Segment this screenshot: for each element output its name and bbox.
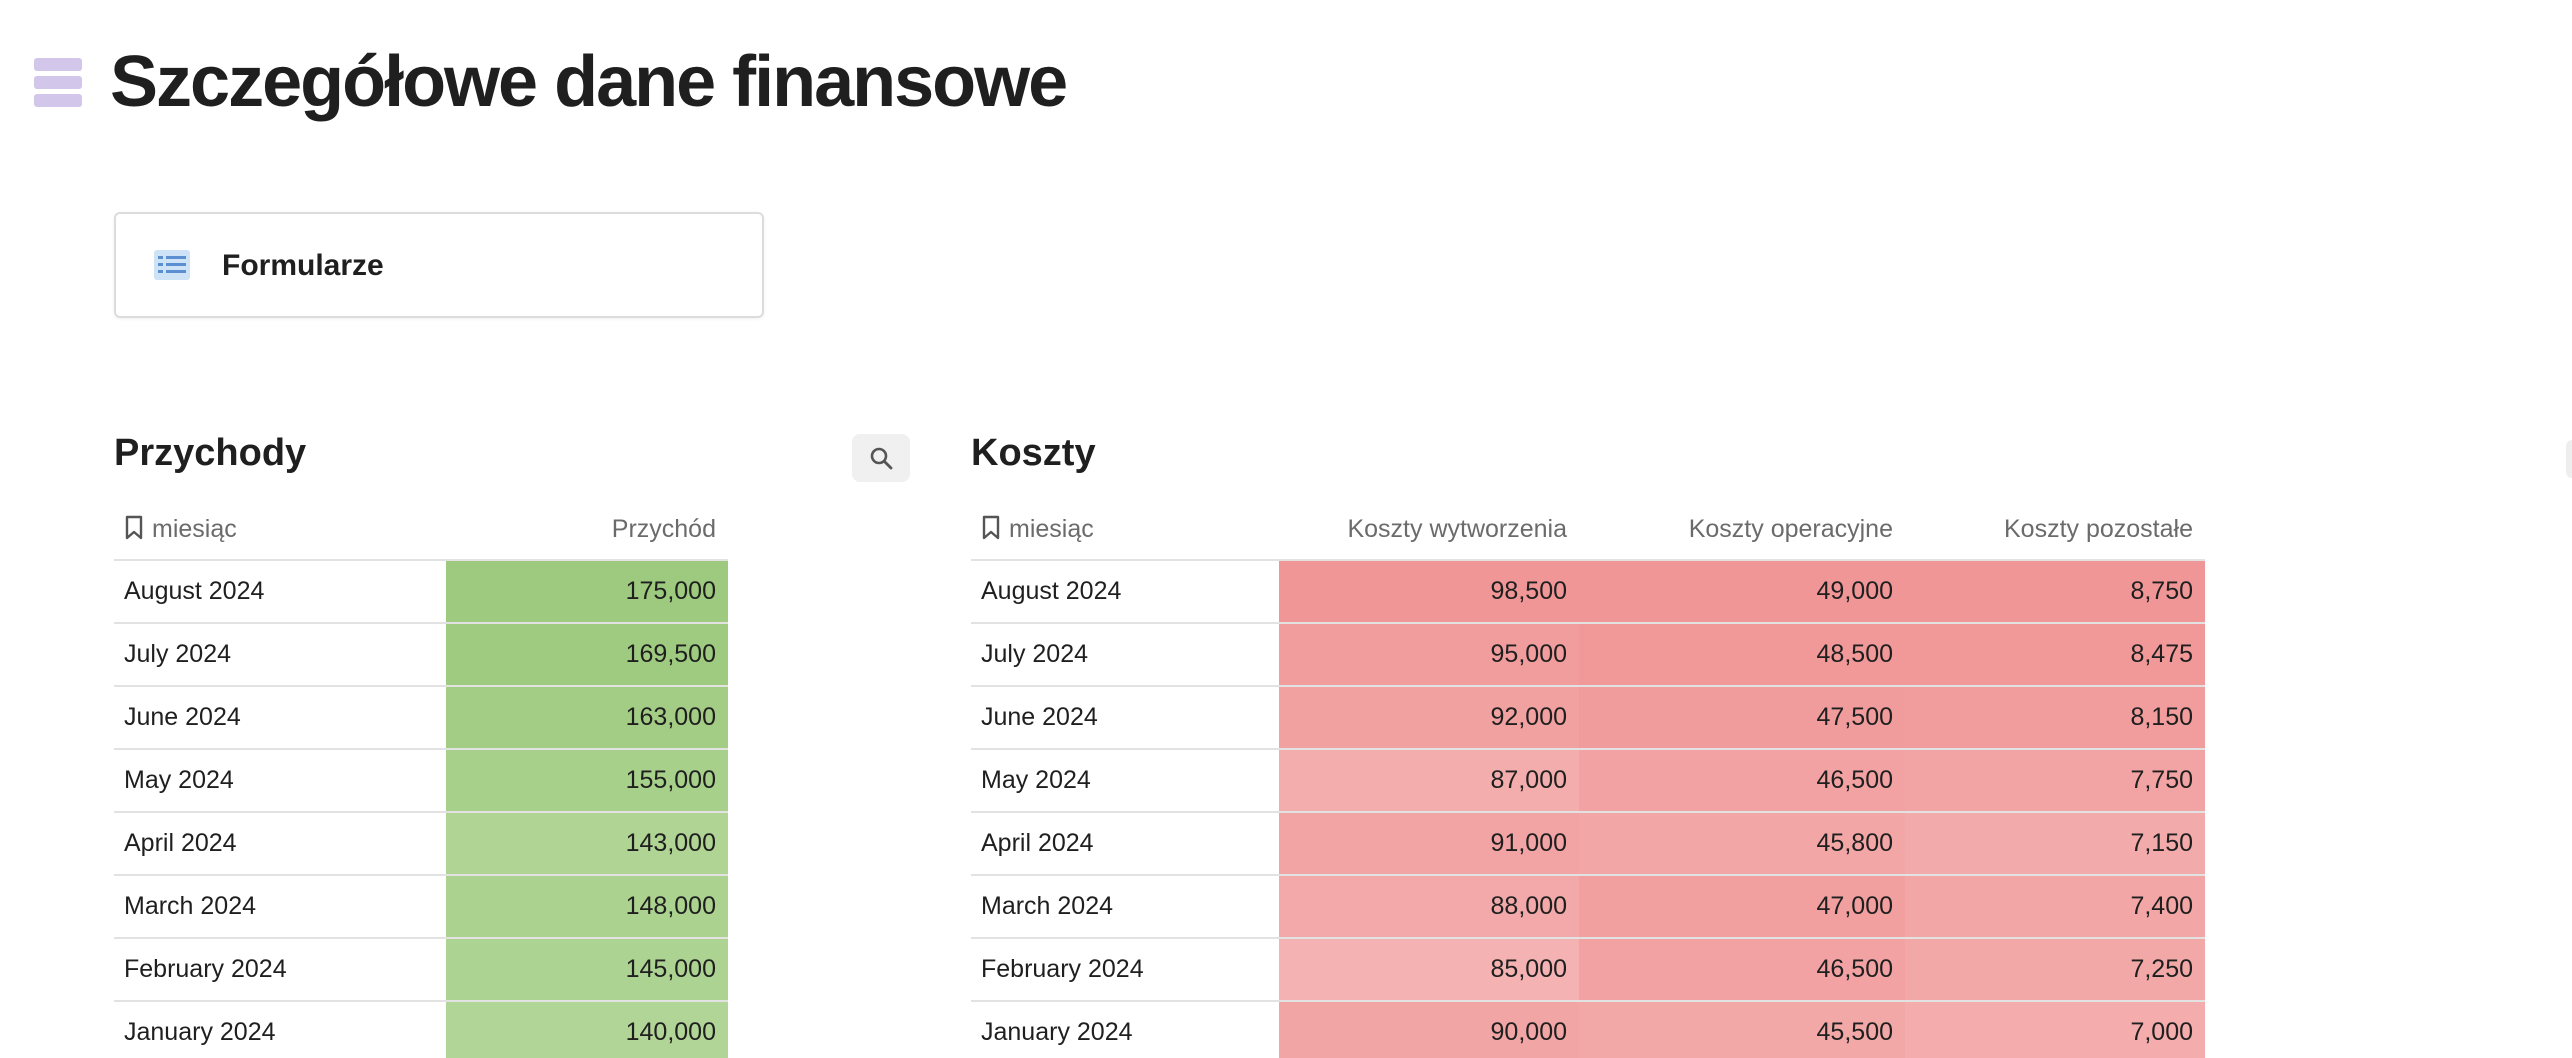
value-cell: 90,000 — [1279, 1001, 1579, 1058]
value-cell: 7,400 — [1905, 875, 2205, 939]
table-row[interactable]: June 2024 163,000 — [114, 686, 728, 750]
month-cell: June 2024 — [114, 686, 446, 750]
table-row[interactable]: June 2024 92,000 47,500 8,150 — [971, 686, 2205, 750]
side-panel-handle[interactable] — [2566, 440, 2572, 478]
value-cell: 155,000 — [446, 749, 728, 813]
value-cell: 175,000 — [446, 560, 728, 624]
value-cell: 48,500 — [1579, 623, 1905, 687]
value-cell: 148,000 — [446, 875, 728, 939]
table-row[interactable]: May 2024 87,000 46,500 7,750 — [971, 749, 2205, 813]
search-button[interactable] — [852, 434, 910, 482]
page-title: Szczegółowe dane finansowe — [110, 42, 1068, 122]
table-header-row: miesiąc Przychód — [114, 500, 728, 561]
costs-table: miesiąc Koszty wytworzenia Koszty operacyj… — [971, 500, 2205, 1058]
table-row[interactable]: February 2024 85,000 46,500 7,250 — [971, 938, 2205, 1002]
revenue-table: miesiąc Przychód August 2024 175,000 July 2… — [114, 500, 728, 1058]
table-row[interactable]: August 2024 175,000 — [114, 560, 728, 624]
formularze-link-card[interactable]: Formularze — [114, 212, 764, 318]
value-cell: 7,750 — [1905, 749, 2205, 813]
table-row[interactable]: April 2024 91,000 45,800 7,150 — [971, 812, 2205, 876]
table-row[interactable]: July 2024 95,000 48,500 8,475 — [971, 623, 2205, 687]
value-cell: 47,500 — [1579, 686, 1905, 750]
month-cell: August 2024 — [114, 560, 446, 624]
value-cell: 95,000 — [1279, 623, 1579, 687]
column-header-koszty-operacyjne[interactable]: Koszty operacyjne — [1579, 500, 1905, 561]
table-row[interactable]: April 2024 143,000 — [114, 812, 728, 876]
column-header-koszty-pozostale[interactable]: Koszty pozostałe — [1905, 500, 2205, 561]
month-cell: April 2024 — [971, 812, 1279, 876]
column-header-label: miesiąc — [1009, 515, 1094, 543]
month-cell: February 2024 — [114, 938, 446, 1002]
table-row[interactable]: March 2024 88,000 47,000 7,400 — [971, 875, 2205, 939]
form-icon — [154, 250, 190, 280]
column-header-label: Koszty operacyjne — [1688, 515, 1893, 543]
value-cell: 47,000 — [1579, 875, 1905, 939]
month-cell: March 2024 — [971, 875, 1279, 939]
value-cell: 145,000 — [446, 938, 728, 1002]
value-cell: 169,500 — [446, 623, 728, 687]
column-header-koszty-wytworzenia[interactable]: Koszty wytworzenia — [1279, 500, 1579, 561]
table-row[interactable]: March 2024 148,000 — [114, 875, 728, 939]
month-cell: August 2024 — [971, 560, 1279, 624]
value-cell: 88,000 — [1279, 875, 1579, 939]
value-cell: 7,250 — [1905, 938, 2205, 1002]
column-header-miesiac[interactable]: miesiąc — [971, 500, 1279, 561]
value-cell: 85,000 — [1279, 938, 1579, 1002]
value-cell: 163,000 — [446, 686, 728, 750]
table-row[interactable]: January 2024 90,000 45,500 7,000 — [971, 1001, 2205, 1058]
month-cell: May 2024 — [971, 749, 1279, 813]
formularze-link-label: Formularze — [222, 249, 384, 282]
search-icon — [870, 447, 893, 470]
bookmark-icon — [125, 515, 143, 540]
value-cell: 46,500 — [1579, 938, 1905, 1002]
value-cell: 8,150 — [1905, 686, 2205, 750]
table-header-row: miesiąc Koszty wytworzenia Koszty operacyj… — [971, 500, 2205, 561]
value-cell: 91,000 — [1279, 812, 1579, 876]
column-header-przychod[interactable]: Przychód — [446, 500, 728, 561]
column-header-miesiac[interactable]: miesiąc — [114, 500, 446, 561]
month-cell: March 2024 — [114, 875, 446, 939]
bookmark-icon — [982, 515, 1000, 540]
month-cell: June 2024 — [971, 686, 1279, 750]
column-header-label: miesiąc — [152, 515, 237, 543]
column-header-label: Koszty pozostałe — [2004, 515, 2193, 543]
revenue-section-title: Przychody — [114, 432, 307, 474]
value-cell: 45,500 — [1579, 1001, 1905, 1058]
month-cell: April 2024 — [114, 812, 446, 876]
value-cell: 7,150 — [1905, 812, 2205, 876]
table-row[interactable]: January 2024 140,000 — [114, 1001, 728, 1058]
month-cell: January 2024 — [114, 1001, 446, 1058]
value-cell: 8,475 — [1905, 623, 2205, 687]
month-cell: July 2024 — [971, 623, 1279, 687]
value-cell: 87,000 — [1279, 749, 1579, 813]
column-header-label: Koszty wytworzenia — [1347, 515, 1567, 543]
table-row[interactable]: February 2024 145,000 — [114, 938, 728, 1002]
value-cell: 8,750 — [1905, 560, 2205, 624]
value-cell: 46,500 — [1579, 749, 1905, 813]
table-row[interactable]: July 2024 169,500 — [114, 623, 728, 687]
column-header-label: Przychód — [611, 515, 716, 543]
table-row[interactable]: August 2024 98,500 49,000 8,750 — [971, 560, 2205, 624]
value-cell: 45,800 — [1579, 812, 1905, 876]
month-cell: January 2024 — [971, 1001, 1279, 1058]
database-stack-icon — [34, 58, 82, 108]
value-cell: 7,000 — [1905, 1001, 2205, 1058]
value-cell: 49,000 — [1579, 560, 1905, 624]
value-cell: 98,500 — [1279, 560, 1579, 624]
value-cell: 140,000 — [446, 1001, 728, 1058]
value-cell: 143,000 — [446, 812, 728, 876]
month-cell: July 2024 — [114, 623, 446, 687]
month-cell: May 2024 — [114, 749, 446, 813]
table-row[interactable]: May 2024 155,000 — [114, 749, 728, 813]
month-cell: February 2024 — [971, 938, 1279, 1002]
value-cell: 92,000 — [1279, 686, 1579, 750]
costs-section-title: Koszty — [971, 432, 1096, 474]
